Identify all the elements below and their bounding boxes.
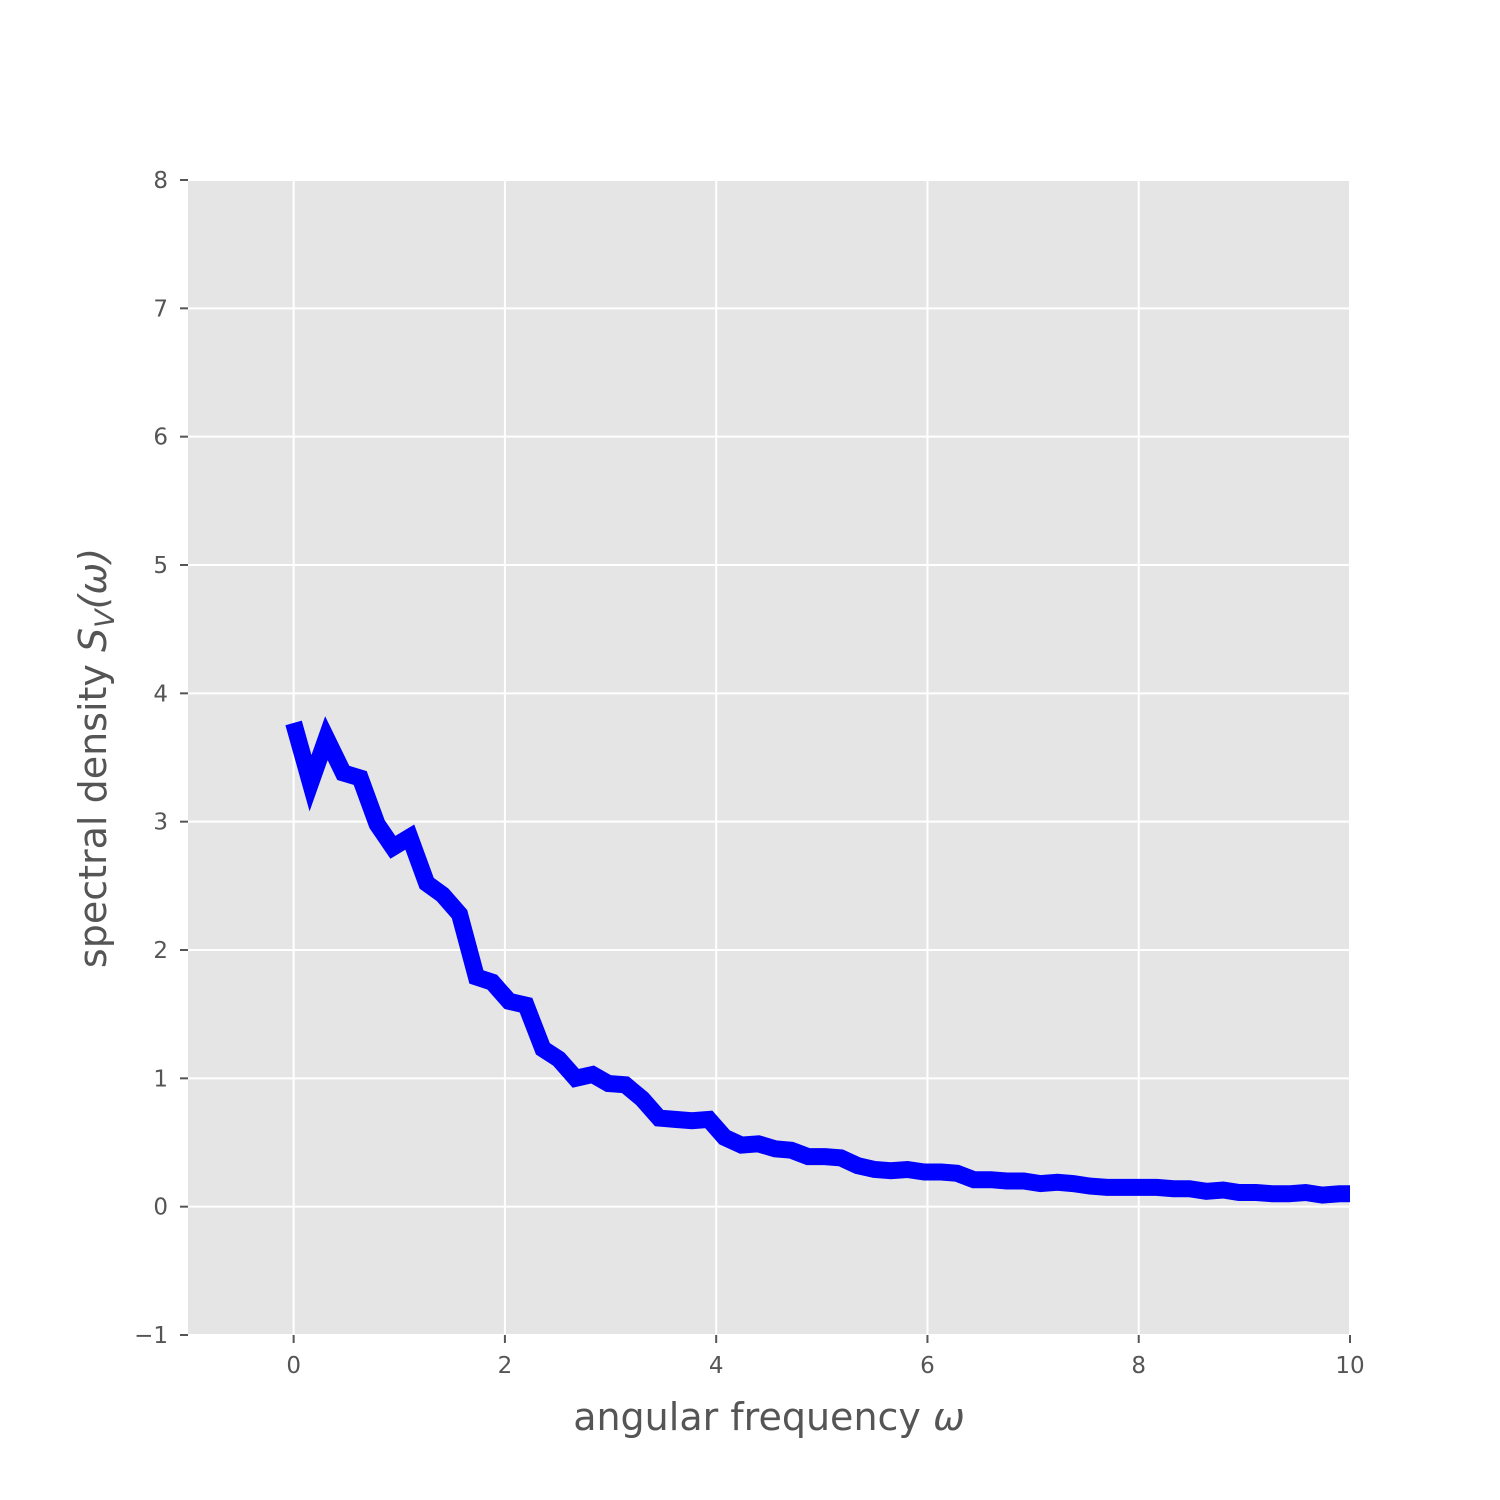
y-tick-label: 3 <box>153 810 168 836</box>
series-layer <box>285 716 1350 1204</box>
y-tick-label: 2 <box>153 938 168 964</box>
x-tick-label: 6 <box>920 1353 935 1379</box>
y-tick-label: 6 <box>153 425 168 451</box>
x-tick-label: 2 <box>498 1353 513 1379</box>
x-tick-label: 10 <box>1335 1353 1364 1379</box>
x-tick-label: 8 <box>1131 1353 1146 1379</box>
y-tick-label: 1 <box>153 1066 168 1092</box>
series-line <box>285 716 1350 1204</box>
axis-ticks: 0 2 4 6 8 10 −1 0 1 2 3 4 5 6 7 8 <box>134 168 1365 1379</box>
y-tick-label: −1 <box>134 1323 168 1349</box>
y-tick-label: 5 <box>153 553 168 579</box>
plot-background <box>188 180 1350 1335</box>
x-tick-label: 0 <box>286 1353 301 1379</box>
y-tick-label: 8 <box>153 168 168 194</box>
y-tick-label: 7 <box>153 296 168 322</box>
y-axis-label: spectral density SV(ω) <box>71 548 121 968</box>
x-axis-label: angular frequency ω <box>573 1395 965 1439</box>
x-tick-label: 4 <box>709 1353 724 1379</box>
y-tick-label: 0 <box>153 1195 168 1221</box>
y-tick-label: 4 <box>153 681 168 707</box>
